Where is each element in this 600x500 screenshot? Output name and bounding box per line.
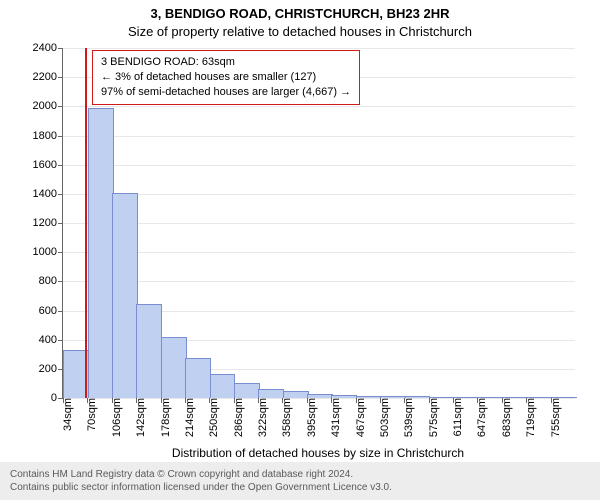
gridline <box>63 252 575 253</box>
ytick-label: 2000 <box>33 100 63 112</box>
ytick-label: 1800 <box>33 130 63 142</box>
histogram-bar <box>161 337 187 398</box>
annotation-box: 3 BENDIGO ROAD: 63sqm ← 3% of detached h… <box>92 50 360 105</box>
xtick-label: 322sqm <box>253 398 269 437</box>
ytick-label: 1400 <box>33 188 63 200</box>
histogram-bar <box>283 391 309 398</box>
xtick-label: 214sqm <box>180 398 196 437</box>
chart-title-line2: Size of property relative to detached ho… <box>0 24 600 39</box>
footer-line2: Contains public sector information licen… <box>10 481 590 494</box>
ytick-label: 600 <box>39 305 63 317</box>
xtick-label: 106sqm <box>107 398 123 437</box>
annotation-line3: 97% of semi-detached houses are larger (… <box>101 85 351 100</box>
annotation-line2: ← 3% of detached houses are smaller (127… <box>101 70 351 85</box>
histogram-bar <box>185 358 211 398</box>
ytick-label: 1000 <box>33 246 63 258</box>
xtick-label: 250sqm <box>204 398 220 437</box>
gridline <box>63 106 575 107</box>
xtick-label: 34sqm <box>58 398 74 431</box>
ytick-label: 200 <box>39 363 63 375</box>
xtick-label: 395sqm <box>302 398 318 437</box>
xtick-label: 142sqm <box>131 398 147 437</box>
xtick-label: 431sqm <box>326 398 342 437</box>
ytick-label: 2400 <box>33 42 63 54</box>
xtick-label: 647sqm <box>472 398 488 437</box>
annotation-line1: 3 BENDIGO ROAD: 63sqm <box>101 55 351 70</box>
ytick-label: 1200 <box>33 217 63 229</box>
histogram-bar <box>210 374 236 398</box>
histogram-bar <box>88 108 114 398</box>
xtick-label: 683sqm <box>497 398 513 437</box>
histogram-bar <box>112 193 138 398</box>
xtick-label: 503sqm <box>375 398 391 437</box>
gridline <box>63 194 575 195</box>
histogram-bar <box>234 383 260 398</box>
ytick-label: 800 <box>39 275 63 287</box>
reference-line <box>85 48 87 398</box>
xtick-label: 755sqm <box>546 398 562 437</box>
histogram-bar <box>258 389 284 398</box>
gridline <box>63 223 575 224</box>
xtick-label: 358sqm <box>277 398 293 437</box>
ytick-label: 2200 <box>33 71 63 83</box>
gridline <box>63 281 575 282</box>
gridline <box>63 136 575 137</box>
chart-title-line1: 3, BENDIGO ROAD, CHRISTCHURCH, BH23 2HR <box>0 6 600 21</box>
histogram-bar <box>136 304 162 398</box>
footer-line1: Contains HM Land Registry data © Crown c… <box>10 468 590 481</box>
chart-container: 3, BENDIGO ROAD, CHRISTCHURCH, BH23 2HR … <box>0 0 600 500</box>
xtick-label: 70sqm <box>82 398 98 431</box>
xtick-label: 467sqm <box>351 398 367 437</box>
xtick-label: 178sqm <box>156 398 172 437</box>
xtick-label: 286sqm <box>229 398 245 437</box>
xtick-label: 539sqm <box>399 398 415 437</box>
footer: Contains HM Land Registry data © Crown c… <box>0 462 600 500</box>
ytick-label: 400 <box>39 334 63 346</box>
gridline <box>63 165 575 166</box>
xtick-label: 575sqm <box>424 398 440 437</box>
gridline <box>63 48 575 49</box>
ytick-label: 1600 <box>33 159 63 171</box>
x-axis-label: Distribution of detached houses by size … <box>62 446 574 460</box>
xtick-label: 611sqm <box>448 398 464 436</box>
xtick-label: 719sqm <box>521 398 537 437</box>
